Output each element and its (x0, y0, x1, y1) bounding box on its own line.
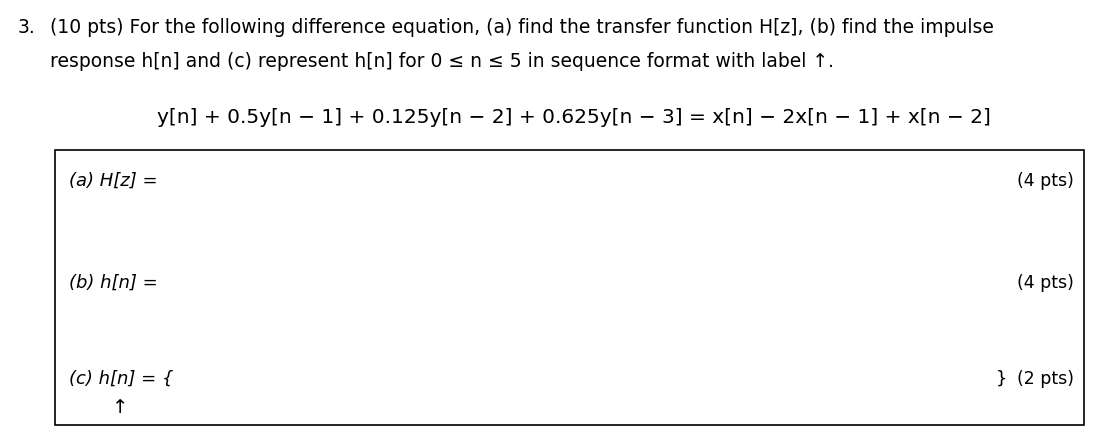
Text: ↑: ↑ (111, 398, 128, 417)
Bar (55, 150, 1084, 425)
Text: response h[n] and (c) represent h[n] for 0 ≤ n ≤ 5 in sequence format with label: response h[n] and (c) represent h[n] for… (38, 52, 834, 71)
Text: (4 pts): (4 pts) (1017, 274, 1074, 292)
Text: y[n] + 0.5y[n − 1] + 0.125y[n − 2] + 0.625y[n − 3] = x[n] − 2x[n − 1] + x[n − 2]: y[n] + 0.5y[n − 1] + 0.125y[n − 2] + 0.6… (157, 108, 990, 127)
Text: (10 pts) For the following difference equation, (a) find the transfer function H: (10 pts) For the following difference eq… (38, 18, 994, 37)
Text: (2 pts): (2 pts) (1017, 370, 1074, 388)
Text: (4 pts): (4 pts) (1017, 172, 1074, 190)
Text: }: } (996, 370, 1007, 388)
Text: (a) H[z] =: (a) H[z] = (69, 172, 157, 190)
Text: (b) h[n] =: (b) h[n] = (69, 274, 158, 292)
Text: 3.: 3. (18, 18, 36, 37)
Text: (c) h[n] = {: (c) h[n] = { (69, 370, 174, 388)
